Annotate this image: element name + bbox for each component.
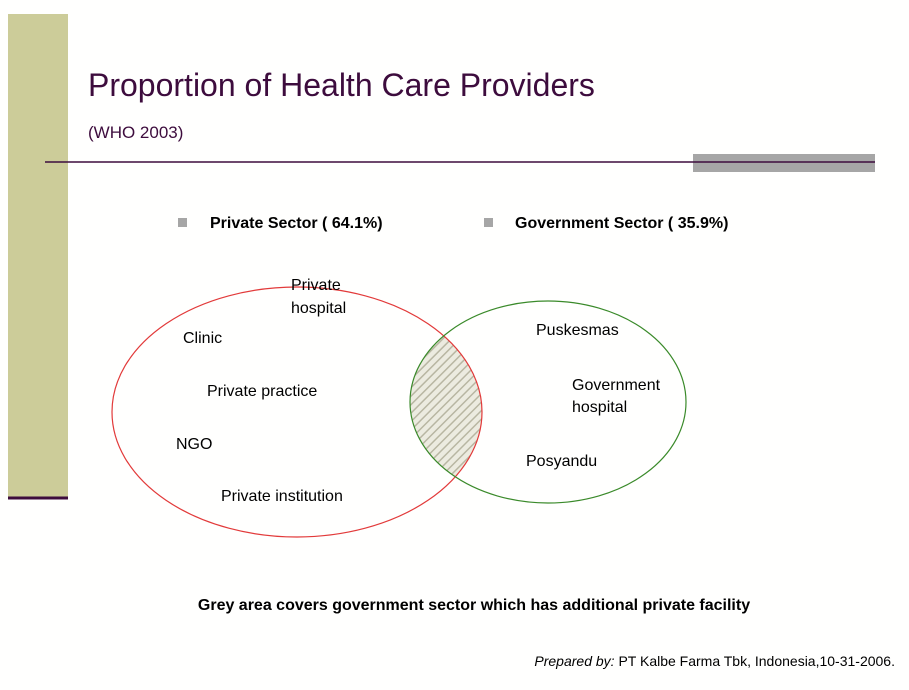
subtitle: (WHO 2003) — [88, 123, 183, 142]
caption: Grey area covers government sector which… — [198, 597, 750, 614]
bullet — [178, 218, 187, 227]
node-label: hospital — [291, 300, 346, 317]
bullet — [484, 218, 493, 227]
footer-prefix: Prepared by: — [534, 653, 614, 669]
node-label: NGO — [176, 436, 212, 453]
node-label: hospital — [572, 399, 627, 416]
node-label: Private institution — [221, 488, 343, 505]
legend-item: Private Sector ( 64.1%) — [210, 215, 383, 232]
footer-text: PT Kalbe Farma Tbk, Indonesia,10-31-2006… — [615, 653, 895, 669]
node-label: Government — [572, 377, 661, 394]
node-label: Puskesmas — [536, 322, 619, 339]
legend-item: Government Sector ( 35.9%) — [515, 215, 728, 232]
node-label: Posyandu — [526, 453, 597, 470]
footer: Prepared by: PT Kalbe Farma Tbk, Indones… — [534, 653, 895, 669]
node-label: Private practice — [207, 383, 317, 400]
node-label: Private — [291, 277, 341, 294]
side-bar — [8, 14, 68, 498]
private-circle — [111, 286, 483, 538]
node-label: Clinic — [183, 330, 222, 347]
accent-bar — [693, 154, 875, 172]
government-circle — [409, 300, 687, 504]
title: Proportion of Health Care Providers — [88, 67, 595, 103]
